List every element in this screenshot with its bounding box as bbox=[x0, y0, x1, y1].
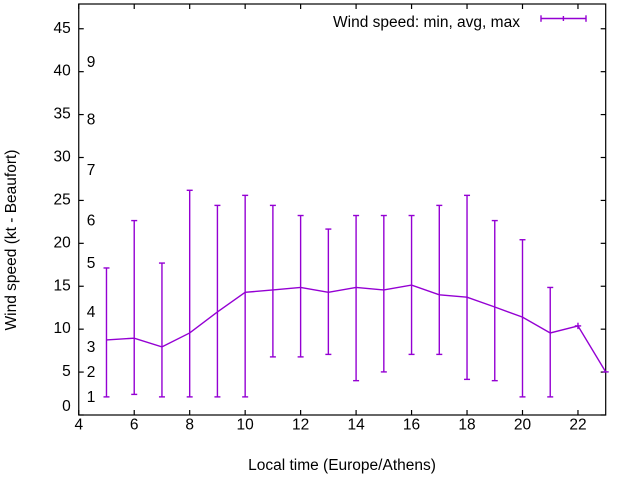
svg-text:8: 8 bbox=[185, 417, 194, 434]
svg-text:Wind speed: min, avg, max: Wind speed: min, avg, max bbox=[333, 14, 520, 31]
svg-text:40: 40 bbox=[54, 63, 72, 80]
svg-text:15: 15 bbox=[54, 277, 71, 294]
svg-text:4: 4 bbox=[74, 417, 83, 434]
svg-text:35: 35 bbox=[54, 106, 71, 123]
svg-text:5: 5 bbox=[62, 363, 71, 380]
svg-text:18: 18 bbox=[458, 417, 475, 434]
svg-text:4: 4 bbox=[87, 304, 96, 321]
svg-text:Local time (Europe/Athens): Local time (Europe/Athens) bbox=[248, 457, 436, 474]
svg-text:8: 8 bbox=[87, 111, 96, 128]
svg-text:3: 3 bbox=[87, 339, 96, 356]
svg-text:7: 7 bbox=[87, 162, 96, 179]
svg-text:16: 16 bbox=[403, 417, 420, 434]
svg-text:0: 0 bbox=[62, 398, 71, 415]
svg-text:22: 22 bbox=[569, 417, 586, 434]
svg-text:45: 45 bbox=[54, 20, 71, 37]
svg-text:10: 10 bbox=[237, 417, 255, 434]
svg-text:Wind speed (kt - Beaufort): Wind speed (kt - Beaufort) bbox=[3, 150, 20, 331]
svg-text:1: 1 bbox=[87, 389, 96, 406]
svg-text:25: 25 bbox=[54, 191, 71, 208]
svg-text:2: 2 bbox=[87, 364, 96, 381]
svg-text:12: 12 bbox=[292, 417, 309, 434]
svg-text:5: 5 bbox=[87, 255, 96, 272]
svg-text:10: 10 bbox=[54, 320, 72, 337]
svg-text:14: 14 bbox=[347, 417, 365, 434]
svg-text:9: 9 bbox=[87, 54, 96, 71]
svg-text:20: 20 bbox=[514, 417, 532, 434]
svg-text:6: 6 bbox=[87, 213, 96, 230]
svg-text:20: 20 bbox=[54, 234, 72, 251]
svg-text:30: 30 bbox=[54, 149, 72, 166]
svg-text:6: 6 bbox=[130, 417, 139, 434]
